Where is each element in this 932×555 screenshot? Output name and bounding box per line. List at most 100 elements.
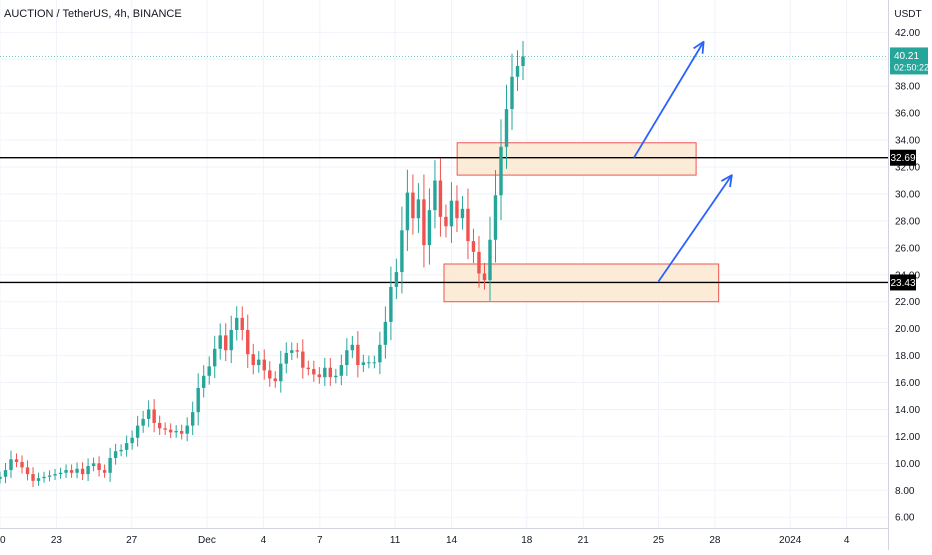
levels[interactable] [0, 157, 888, 284]
arrows[interactable] [633, 40, 733, 283]
candle-body [20, 462, 24, 468]
current-price-value: 40.21 [894, 51, 919, 62]
candle-body [372, 362, 377, 364]
candle-body [405, 192, 410, 231]
arrow-head[interactable] [693, 40, 705, 54]
candle-body [168, 429, 173, 433]
candle-body [42, 476, 46, 479]
candle-body [279, 363, 283, 382]
candle-body [460, 208, 465, 219]
candle-body [124, 443, 129, 450]
candle-body [86, 466, 90, 475]
x-tick-label: 11 [390, 535, 401, 546]
time-axis[interactable]: 20 23 27 Dec 4 7 11 14 18 21 25 28 2024 4 [0, 535, 850, 546]
candle-body [141, 418, 145, 426]
candle-body [196, 387, 200, 413]
candle-body [323, 367, 327, 378]
candle-body [224, 335, 228, 351]
candle-countdown: 02:50:22 [894, 62, 929, 72]
candle-body [58, 472, 63, 475]
candle-body [345, 350, 349, 366]
candle-body [411, 192, 415, 219]
candle-body [108, 457, 112, 473]
candle-body [69, 470, 74, 473]
candle-body [185, 425, 189, 434]
y-tick-label: 36.00 [895, 109, 920, 120]
candle-body [328, 367, 333, 378]
y-tick-label: 12.00 [895, 432, 920, 443]
candle-body [64, 470, 68, 473]
candle-body [317, 374, 322, 378]
arrow-shaft[interactable] [633, 41, 705, 159]
candle-body [218, 335, 222, 349]
candle-body [91, 463, 96, 467]
x-tick-label: 28 [709, 535, 721, 546]
price-axis[interactable]: 6.00 8.00 10.00 12.00 14.00 16.00 18.00 20.00 22… [895, 28, 920, 524]
candle-body [284, 352, 288, 364]
y-tick-label: 8.00 [895, 486, 915, 497]
candle-body [190, 412, 195, 426]
candle-body [262, 359, 266, 371]
candle-body [174, 431, 178, 433]
candle-body [350, 344, 355, 351]
candle-body [240, 317, 244, 330]
candle-body [515, 66, 520, 77]
candle-body [97, 463, 101, 471]
candle-body [213, 348, 217, 367]
candle-body [268, 370, 272, 379]
candle-body [378, 344, 382, 363]
candle-body [53, 474, 57, 476]
candle-body [9, 459, 13, 471]
candle-body [482, 273, 487, 281]
candle-body [301, 351, 305, 368]
candle-body [449, 200, 454, 227]
y-tick-label: 20.00 [895, 324, 920, 335]
arrow-shaft[interactable] [657, 174, 733, 283]
candle-body [477, 251, 481, 274]
x-tick-label: 14 [446, 535, 458, 546]
candle-body [152, 409, 156, 423]
candle-body [36, 478, 41, 481]
y-tick-label: 16.00 [895, 378, 920, 389]
x-tick-label: 4 [261, 535, 267, 546]
candle-body [146, 409, 151, 419]
currency-label[interactable]: USDT [894, 9, 921, 20]
candle-body [389, 286, 393, 322]
candle-body [471, 241, 476, 252]
candle-body [163, 428, 167, 430]
y-tick-label: 18.00 [895, 351, 920, 362]
current-price-label-bg [890, 47, 928, 75]
x-tick-label: 7 [317, 535, 323, 546]
x-tick-label: Dec [198, 535, 216, 546]
candle-body [80, 468, 85, 475]
candle-body [113, 451, 118, 458]
candle-body [102, 470, 107, 473]
candle-body [273, 378, 277, 382]
candle-body [400, 230, 404, 273]
level-price-label-bg [890, 274, 916, 291]
x-tick-label: 18 [521, 535, 533, 546]
candle-body [422, 199, 426, 246]
candle-body [14, 459, 19, 462]
candle-body [334, 375, 338, 378]
y-tick-label: 6.00 [895, 513, 915, 524]
candle-body [361, 362, 366, 366]
candle-body [444, 216, 448, 227]
candle-body [157, 422, 162, 429]
candle-body [235, 317, 239, 330]
candle-body [3, 470, 8, 477]
level-price-label-bg [890, 149, 916, 166]
candle-body [75, 468, 79, 473]
candle-body [246, 330, 250, 355]
x-tick-label: 21 [578, 535, 590, 546]
candle-body [493, 195, 498, 240]
y-tick-label: 42.00 [895, 28, 920, 39]
arrow-head[interactable] [720, 174, 733, 188]
candle-body [356, 344, 360, 366]
level-price-label: 32.69 [890, 153, 915, 164]
sr-zone-box[interactable] [456, 142, 697, 176]
y-tick-label: 28.00 [895, 216, 920, 227]
symbol-title: AUCTION / TetherUS, 4h, BINANCE [4, 8, 182, 20]
